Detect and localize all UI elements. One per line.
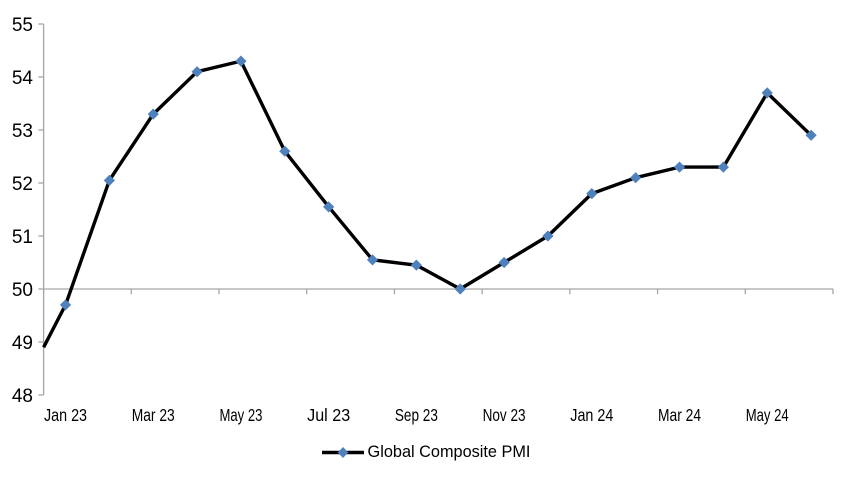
pmi-series-marker xyxy=(323,201,335,213)
x-axis-tick-label: Mar 24 xyxy=(658,405,701,425)
pmi-series-marker xyxy=(191,66,203,78)
x-axis-tick-label: Jul 23 xyxy=(307,405,350,425)
pmi-series-marker xyxy=(454,283,466,295)
y-axis-tick-label: 50 xyxy=(12,280,33,301)
y-axis-tick-label: 48 xyxy=(12,386,33,407)
x-axis-tick-label: May 24 xyxy=(746,405,789,425)
pmi-series-marker xyxy=(805,129,817,141)
x-axis-tick-label: May 23 xyxy=(219,405,262,425)
pmi-series-marker xyxy=(586,187,598,200)
pmi-series-marker xyxy=(279,145,291,157)
x-axis-tick-label: Mar 23 xyxy=(132,405,175,425)
y-axis-tick-label: 51 xyxy=(12,227,33,248)
pmi-series-marker xyxy=(673,161,686,173)
x-axis-tick-label: Nov 23 xyxy=(483,405,526,425)
y-axis-tick-label: 52 xyxy=(12,174,33,195)
x-axis-tick-label: Sep 23 xyxy=(395,405,438,425)
pmi-series-marker xyxy=(235,55,247,67)
y-axis-tick-label: 54 xyxy=(12,68,34,89)
pmi-series-marker xyxy=(498,256,510,269)
pmi-series-marker xyxy=(59,299,72,311)
x-axis-tick-label: Jan 24 xyxy=(570,405,613,425)
y-axis-tick-label: 49 xyxy=(12,333,33,354)
y-axis-tick-label: 53 xyxy=(12,121,33,142)
pmi-series-marker xyxy=(147,108,159,120)
pmi-series-marker xyxy=(103,174,115,186)
pmi-series-line xyxy=(42,59,813,349)
pmi-series-marker xyxy=(630,172,642,184)
pmi-series-marker xyxy=(410,259,422,271)
x-axis-tick-label: Jan 23 xyxy=(44,405,87,425)
y-axis-tick-label: 55 xyxy=(12,15,33,36)
pmi-series-marker xyxy=(761,87,773,99)
pmi-series-marker xyxy=(542,230,554,242)
pmi-series-marker xyxy=(366,254,379,266)
pmi-series-marker xyxy=(717,161,729,173)
